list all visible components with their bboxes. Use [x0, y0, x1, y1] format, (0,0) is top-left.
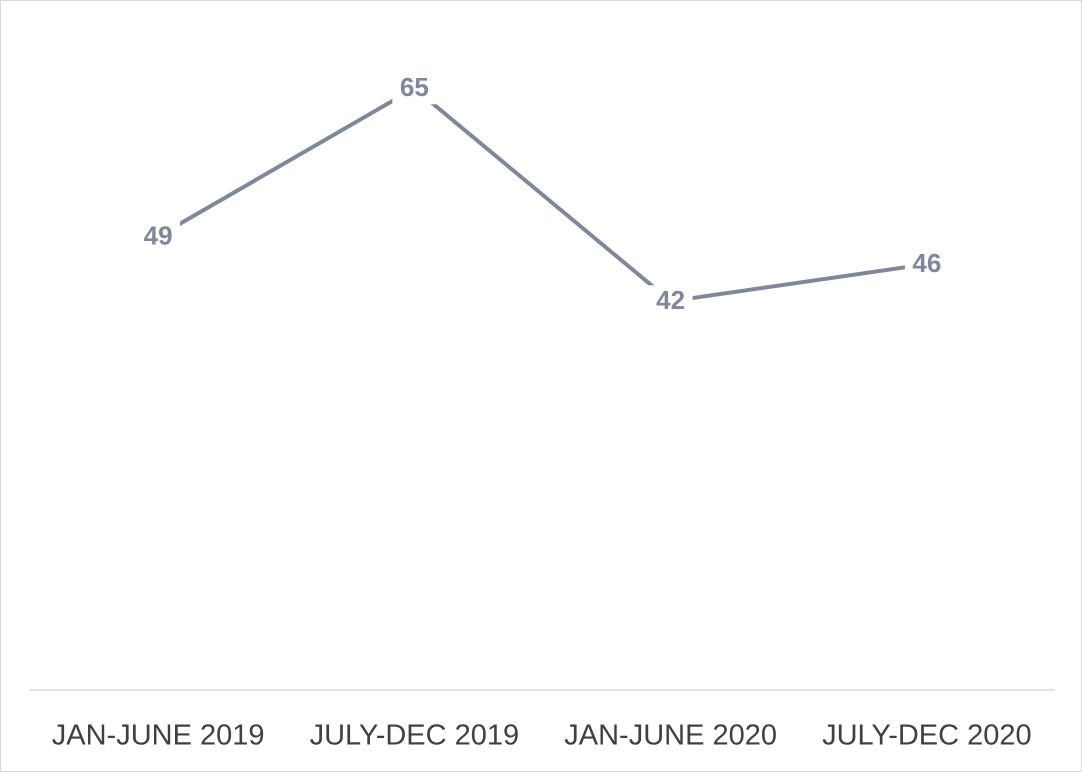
data-label-bg [392, 72, 437, 105]
data-label: 42 [656, 285, 685, 315]
data-label-bg [904, 248, 949, 281]
data-label: 49 [144, 220, 173, 250]
x-tick-label: JAN-JUNE 2019 [52, 720, 265, 752]
data-label: 65 [400, 72, 429, 102]
line [157, 85, 928, 304]
x-tick-label: JULY-DEC 2019 [310, 720, 520, 752]
data-label-bg [648, 285, 693, 318]
data-label: 46 [912, 248, 941, 278]
x-tick-label: JULY-DEC 2020 [822, 720, 1032, 752]
x-tick-label: JAN-JUNE 2020 [564, 720, 777, 752]
data-label-bg [136, 220, 181, 253]
